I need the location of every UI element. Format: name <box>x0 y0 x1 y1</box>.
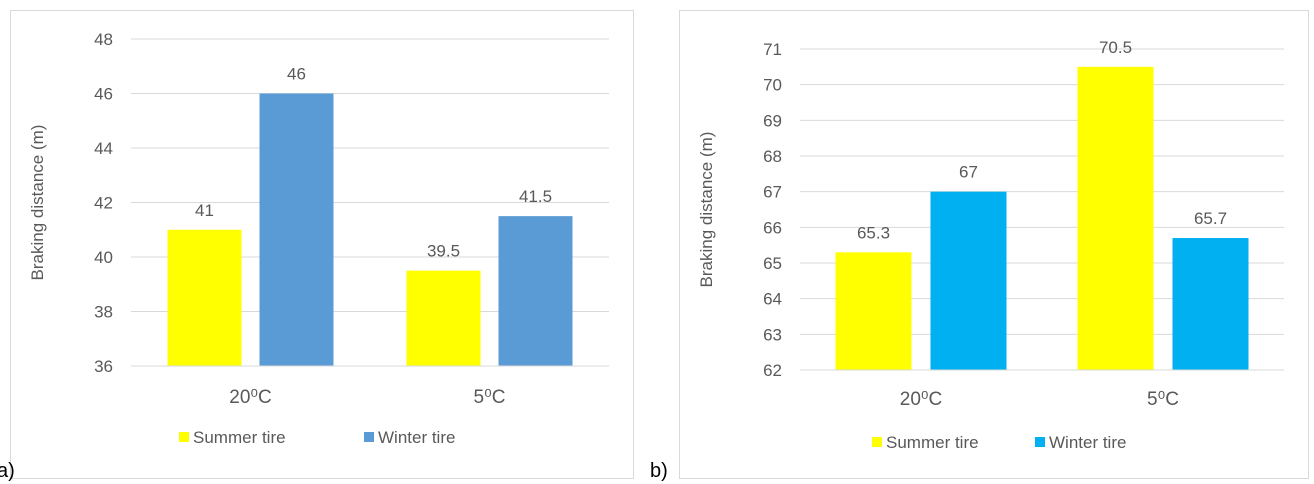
legend-swatch <box>364 432 374 442</box>
y-tick-label: 40 <box>94 248 113 267</box>
bar-winter <box>498 216 573 366</box>
legend-label: Summer tire <box>193 428 286 447</box>
y-tick-label: 62 <box>763 361 782 380</box>
y-tick-label: 65 <box>763 254 782 273</box>
chart-a-svg: 36 38 40 42 44 46 48 Braking distance (m) 41 46 20… <box>28 30 609 447</box>
legend-label: Winter tire <box>1049 433 1126 452</box>
bar-winter <box>259 93 334 366</box>
bar-summer <box>1077 66 1154 371</box>
bar-summer <box>406 270 481 366</box>
y-tick-label: 38 <box>94 303 113 322</box>
data-label: 41 <box>195 201 214 220</box>
x-tick-label: 20⁰C <box>900 389 942 410</box>
panel-label-b: b) <box>650 460 668 482</box>
legend-swatch <box>179 432 189 442</box>
data-label: 41.5 <box>519 187 552 206</box>
legend-label: Winter tire <box>378 428 455 447</box>
y-tick-label: 42 <box>94 194 113 213</box>
chart-b-panel: 62 63 64 65 66 67 68 69 70 71 Braking distance (m)… <box>679 10 1309 479</box>
y-tick-label: 70 <box>763 76 782 95</box>
bar-summer <box>167 229 242 366</box>
data-label: 39.5 <box>427 242 460 261</box>
x-tick-label: 20⁰C <box>229 387 271 408</box>
data-label: 65.3 <box>857 223 890 242</box>
x-tick-label: 5⁰C <box>474 387 506 408</box>
y-tick-label: 46 <box>94 85 113 104</box>
y-tick-label: 67 <box>763 183 782 202</box>
y-tick-label: 69 <box>763 111 782 130</box>
legend-swatch <box>1035 437 1045 447</box>
y-tick-label: 44 <box>94 139 113 158</box>
data-label: 67 <box>959 163 978 182</box>
bar-winter <box>930 191 1007 370</box>
bar-winter <box>1172 238 1249 370</box>
y-tick-label: 36 <box>94 357 113 376</box>
x-tick-label: 5⁰C <box>1147 389 1179 410</box>
chart-b-svg: 62 63 64 65 66 67 68 69 70 71 Braking distance (m)… <box>697 38 1284 452</box>
data-label: 46 <box>287 65 306 84</box>
y-tick-label: 71 <box>763 40 782 59</box>
y-axis-label: Braking distance (m) <box>697 132 716 288</box>
data-label: 70.5 <box>1099 38 1132 57</box>
legend-label: Summer tire <box>886 433 979 452</box>
y-tick-label: 48 <box>94 30 113 49</box>
y-tick-label: 68 <box>763 147 782 166</box>
y-axis-label: Braking distance (m) <box>28 125 47 281</box>
y-tick-label: 64 <box>763 290 782 309</box>
panel-label-a: a) <box>0 460 15 482</box>
y-tick-label: 66 <box>763 218 782 237</box>
bar-summer <box>835 252 912 370</box>
data-label: 65.7 <box>1194 209 1227 228</box>
y-tick-label: 63 <box>763 325 782 344</box>
chart-a-panel: 36 38 40 42 44 46 48 Braking distance (m) 41 46 20… <box>10 10 634 479</box>
legend-swatch <box>872 437 882 447</box>
